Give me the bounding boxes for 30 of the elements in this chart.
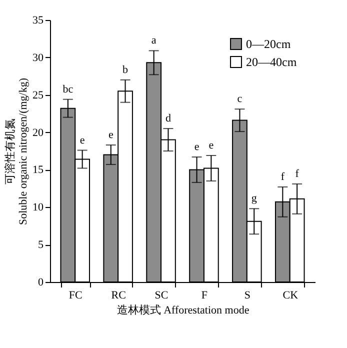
y-tick-label: 25 [32,89,44,102]
annotation: e [80,134,85,146]
annotation: f [295,168,300,180]
y-tick-label: 5 [38,239,44,252]
y-tick-label: 20 [32,126,44,139]
y-tick-label: 0 [38,276,44,288]
annotation: e [108,129,114,142]
y-tick-label: 30 [32,52,44,64]
annotation: bc [62,83,74,96]
legend-label: 20—40cm [246,55,298,69]
annotation: e [208,139,214,152]
annotation: c [237,93,242,106]
y-tick-label: 15 [32,164,44,176]
annotation: e [194,140,200,153]
legend-label: 0—20cm [246,37,292,51]
x-tick-label: F [201,290,208,302]
x-tick-label: FC [68,290,82,302]
annotation: a [151,34,156,47]
annotation: d [165,112,172,125]
annotation: g [251,192,258,205]
y-axis-title: 可溶性有机氮 Soluble organic nitrogen/(mg/kg) [4,78,30,226]
annotation: f [280,170,285,183]
y-tick-label: 35 [32,14,44,26]
x-tick-label: CK [282,290,298,302]
x-axis-title: 造林模式 Afforestation mode [116,304,250,316]
y-tick-label: 10 [32,202,44,214]
x-tick-label: S [244,290,250,302]
annotation: b [122,64,129,76]
x-tick-label: SC [154,290,168,302]
x-tick-label: RC [111,290,126,302]
